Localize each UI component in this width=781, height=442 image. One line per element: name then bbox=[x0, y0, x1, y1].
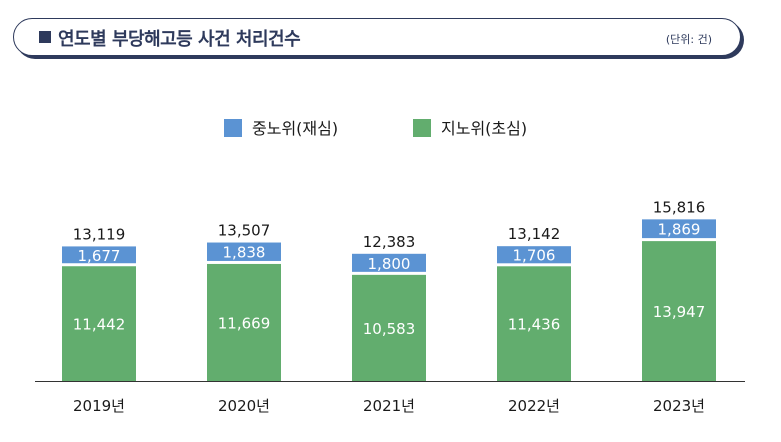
legend-label: 지노위(초심) bbox=[441, 119, 527, 138]
value-label-first-instance: 11,436 bbox=[508, 316, 561, 334]
value-label-appeal: 1,800 bbox=[368, 255, 411, 273]
legend-swatch bbox=[224, 119, 242, 137]
value-label-first-instance: 10,583 bbox=[363, 320, 416, 338]
bar-appeal bbox=[497, 246, 571, 264]
bar-first-instance bbox=[352, 274, 426, 381]
bar-first-instance bbox=[207, 263, 281, 381]
total-label: 13,119 bbox=[73, 225, 126, 243]
x-tick-label: 2020년 bbox=[218, 397, 270, 415]
value-label-first-instance: 11,669 bbox=[218, 314, 271, 332]
total-label: 15,816 bbox=[653, 198, 706, 216]
bar-first-instance bbox=[62, 266, 136, 381]
bar-first-instance bbox=[497, 266, 571, 381]
bar-first-instance bbox=[642, 241, 716, 381]
value-label-first-instance: 11,442 bbox=[73, 316, 126, 334]
total-label: 13,142 bbox=[508, 225, 561, 243]
bar-appeal bbox=[642, 219, 716, 239]
value-label-appeal: 1,869 bbox=[658, 221, 701, 239]
bar-appeal bbox=[352, 253, 426, 272]
chart-title: 연도별 부당해고등 사건 처리건수 bbox=[58, 29, 301, 50]
x-tick-label: 2019년 bbox=[73, 397, 125, 415]
x-tick-label: 2022년 bbox=[508, 397, 560, 415]
bar-appeal bbox=[62, 246, 136, 264]
bar-appeal bbox=[207, 242, 281, 261]
value-label-appeal: 1,706 bbox=[513, 247, 556, 265]
value-label-appeal: 1,677 bbox=[78, 247, 121, 265]
title-bar: 연도별 부당해고등 사건 처리건수 (단위: 건) bbox=[13, 18, 741, 56]
legend-label: 중노위(재심) bbox=[252, 119, 338, 138]
unit-label: (단위: 건) bbox=[665, 33, 712, 46]
legend-swatch bbox=[413, 119, 431, 137]
x-tick-label: 2023년 bbox=[653, 397, 705, 415]
total-label: 13,507 bbox=[218, 222, 271, 240]
title-bullet-icon bbox=[39, 31, 51, 43]
total-label: 12,383 bbox=[363, 233, 416, 251]
value-label-appeal: 1,838 bbox=[223, 244, 266, 262]
x-tick-label: 2021년 bbox=[363, 397, 415, 415]
value-label-first-instance: 13,947 bbox=[653, 303, 706, 321]
